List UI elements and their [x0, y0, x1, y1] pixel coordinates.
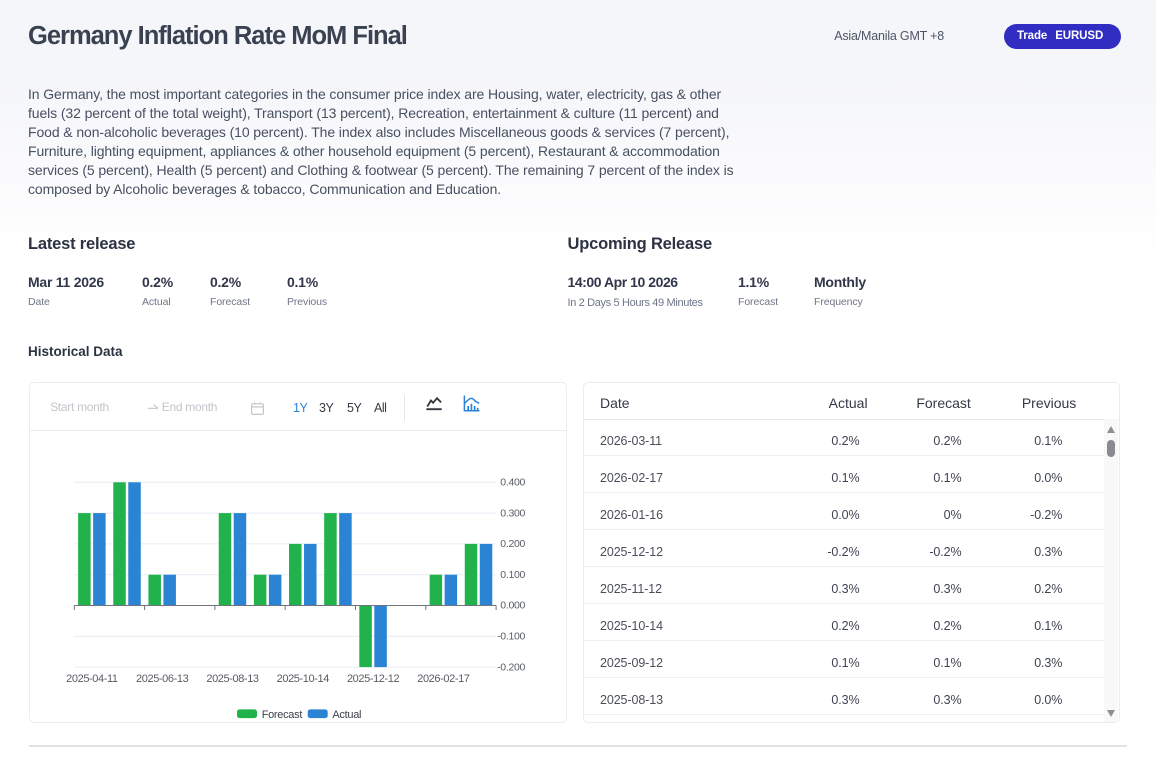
svg-text:2026-02-17: 2026-02-17: [417, 673, 470, 685]
svg-text:2025-08-13: 2025-08-13: [206, 673, 259, 685]
svg-text:2025-12-12: 2025-12-12: [347, 673, 400, 685]
svg-text:Actual: Actual: [332, 709, 361, 721]
svg-text:2025-06-13: 2025-06-13: [136, 673, 189, 685]
svg-text:2025-10-14: 2025-10-14: [277, 673, 330, 685]
svg-text:0.400: 0.400: [500, 477, 525, 489]
svg-text:0.200: 0.200: [500, 538, 525, 550]
svg-text:0.300: 0.300: [500, 507, 525, 519]
svg-text:-0.200: -0.200: [497, 661, 525, 673]
svg-text:-0.100: -0.100: [497, 631, 525, 643]
svg-text:0.000: 0.000: [500, 600, 525, 612]
svg-text:0.100: 0.100: [500, 569, 525, 581]
svg-text:Forecast: Forecast: [262, 709, 303, 721]
svg-text:2025-04-11: 2025-04-11: [66, 673, 118, 685]
